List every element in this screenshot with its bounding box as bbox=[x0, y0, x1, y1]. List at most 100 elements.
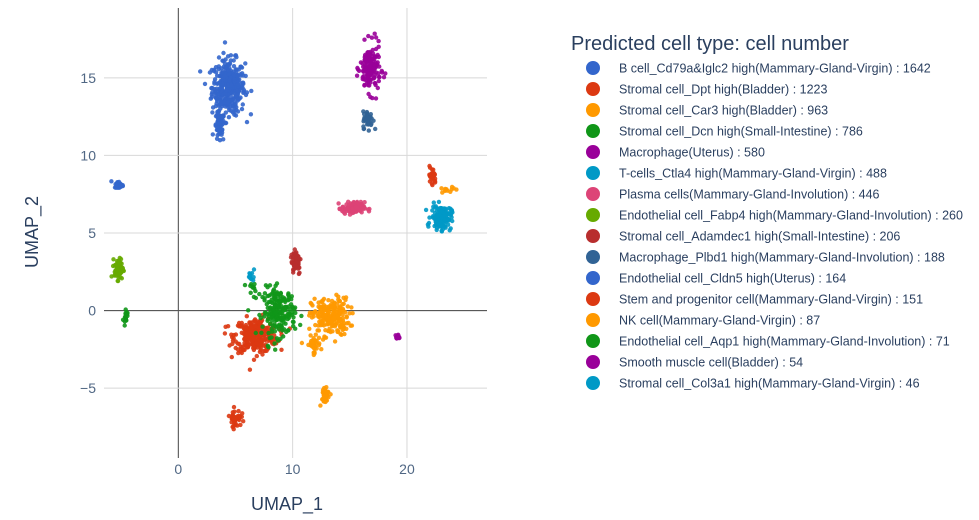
legend-item[interactable]: Macrophage_Plbd1 high(Mammary-Gland-Invo… bbox=[586, 250, 945, 265]
legend-item[interactable]: Stromal cell_Car3 high(Bladder) : 963 bbox=[586, 103, 828, 118]
series-points bbox=[246, 267, 257, 283]
legend-item[interactable]: Stem and progenitor cell(Mammary-Gland-V… bbox=[586, 292, 923, 307]
scatter-point bbox=[123, 307, 128, 312]
scatter-point bbox=[248, 290, 253, 295]
scatter-point bbox=[290, 319, 296, 324]
scatter-point bbox=[202, 81, 208, 87]
scatter-point bbox=[219, 70, 224, 76]
scatter-point bbox=[278, 296, 284, 302]
x-tick-label: 0 bbox=[174, 461, 182, 477]
legend-marker bbox=[586, 208, 600, 222]
scatter-point bbox=[344, 326, 349, 331]
legend-item[interactable]: Endothelial cell_Aqp1 high(Mammary-Gland… bbox=[586, 334, 950, 349]
scatter-point bbox=[231, 417, 237, 422]
legend-item[interactable]: T-cells_Ctla4 high(Mammary-Gland-Virgin)… bbox=[586, 166, 887, 181]
scatter-point bbox=[346, 205, 351, 211]
y-axis-title: UMAP_2 bbox=[22, 196, 43, 268]
scatter-point bbox=[367, 115, 372, 121]
scatter-point bbox=[207, 70, 213, 75]
scatter-point bbox=[341, 210, 347, 215]
series-points bbox=[109, 179, 126, 190]
legend-item[interactable]: Stromal cell_Adamdec1 high(Small-Intesti… bbox=[586, 229, 900, 244]
scatter-point bbox=[432, 180, 438, 185]
legend-item[interactable]: Smooth muscle cell(Bladder) : 54 bbox=[586, 355, 803, 370]
scatter-point bbox=[244, 314, 249, 319]
scatter-point bbox=[312, 351, 317, 356]
scatter-point bbox=[254, 353, 259, 359]
series-points bbox=[226, 163, 438, 432]
scatter-point bbox=[257, 342, 263, 348]
scatter-point bbox=[350, 206, 355, 211]
scatter-point bbox=[323, 313, 328, 318]
scatter-point bbox=[209, 86, 214, 91]
scatter-point bbox=[369, 72, 374, 77]
scatter-point bbox=[215, 73, 220, 78]
scatter-point bbox=[281, 327, 287, 332]
scatter-point bbox=[242, 340, 247, 346]
scatter-point bbox=[446, 217, 451, 222]
legend-item[interactable]: Endothelial cell_Fabp4 high(Mammary-Glan… bbox=[586, 208, 963, 223]
scatter-point bbox=[262, 296, 267, 301]
legend-item[interactable]: NK cell(Mammary-Gland-Virgin) : 87 bbox=[586, 313, 820, 328]
scatter-point bbox=[349, 305, 354, 310]
scatter-point bbox=[262, 337, 267, 343]
scatter-point bbox=[288, 302, 294, 307]
scatter-point bbox=[307, 326, 312, 331]
legend-item[interactable]: Macrophage(Uterus) : 580 bbox=[586, 145, 765, 160]
scatter-point bbox=[338, 305, 343, 310]
scatter-point bbox=[316, 342, 322, 348]
scatter-point bbox=[269, 329, 275, 334]
scatter-point bbox=[366, 83, 371, 88]
scatter-point bbox=[431, 204, 436, 209]
scatter-point bbox=[225, 87, 230, 92]
scatter-point bbox=[353, 204, 359, 210]
scatter-point bbox=[427, 172, 432, 177]
scatter-point bbox=[223, 104, 228, 109]
legend-label: Stem and progenitor cell(Mammary-Gland-V… bbox=[619, 293, 923, 307]
scatter-point bbox=[366, 128, 371, 133]
scatter-point bbox=[239, 320, 244, 326]
scatter-point bbox=[375, 60, 380, 65]
scatter-point bbox=[282, 298, 287, 303]
legend-label: Smooth muscle cell(Bladder) : 54 bbox=[619, 356, 803, 370]
scatter-point bbox=[362, 37, 367, 42]
scatter-point bbox=[216, 92, 221, 97]
legend-item[interactable]: Stromal cell_Col3a1 high(Mammary-Gland-V… bbox=[586, 376, 920, 391]
legend-item[interactable]: Plasma cells(Mammary-Gland-Involution) :… bbox=[586, 187, 880, 202]
legend-item[interactable]: Stromal cell_Dpt high(Bladder) : 1223 bbox=[586, 82, 827, 97]
scatter-point bbox=[376, 54, 381, 60]
scatter-point bbox=[234, 93, 239, 98]
legend-item[interactable]: Endothelial cell_Cldn5 high(Uterus) : 16… bbox=[586, 271, 846, 286]
scatter-point bbox=[338, 324, 343, 330]
series-points bbox=[318, 184, 459, 408]
legend-marker bbox=[586, 334, 600, 348]
scatter-point bbox=[235, 73, 240, 79]
legend-label: Stromal cell_Adamdec1 high(Small-Intesti… bbox=[619, 230, 900, 244]
scatter-point bbox=[441, 206, 447, 211]
scatter-point bbox=[233, 101, 238, 106]
scatter-point bbox=[359, 210, 364, 215]
scatter-point bbox=[449, 208, 454, 213]
legend-item[interactable]: Stromal cell_Dcn high(Small-Intestine) :… bbox=[586, 124, 863, 139]
legend-item[interactable]: B cell_Cd79a&Iglc2 high(Mammary-Gland-Vi… bbox=[586, 61, 931, 76]
scatter-point bbox=[336, 201, 341, 206]
scatter-point bbox=[268, 292, 274, 297]
scatter-point bbox=[361, 124, 366, 129]
scatter-point bbox=[236, 408, 241, 414]
scatter-point bbox=[362, 200, 367, 205]
scatter-point bbox=[373, 126, 378, 132]
scatter-point bbox=[320, 397, 325, 402]
scatter-point bbox=[215, 81, 220, 86]
scatter-point bbox=[226, 68, 231, 73]
scatter-point bbox=[370, 95, 375, 101]
x-tick-label: 10 bbox=[285, 461, 301, 477]
scatter-point bbox=[248, 283, 253, 288]
scatter-point bbox=[368, 67, 373, 72]
scatter-point bbox=[319, 347, 324, 352]
scatter-point bbox=[248, 322, 253, 327]
scatter-point bbox=[311, 314, 316, 319]
scatter-point bbox=[314, 310, 319, 316]
scatter-point bbox=[359, 201, 364, 207]
scatter-point bbox=[231, 424, 236, 429]
scatter-point bbox=[318, 403, 323, 408]
